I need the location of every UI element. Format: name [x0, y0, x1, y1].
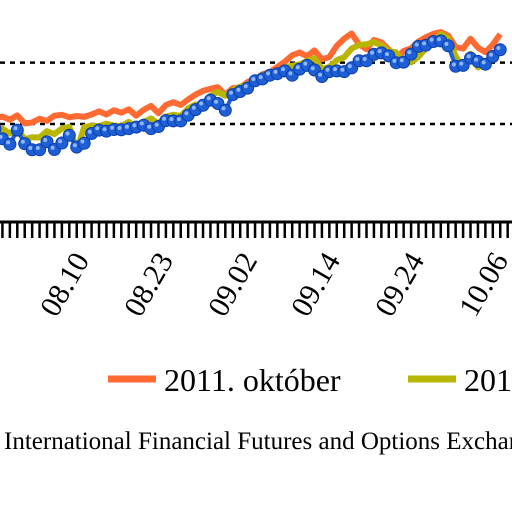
data-point: [493, 43, 507, 57]
data-point-highlight: [288, 71, 293, 76]
data-point-highlight: [35, 146, 40, 150]
data-point-highlight: [236, 87, 241, 92]
data-point-highlight: [466, 54, 471, 59]
data-point-highlight: [451, 62, 456, 67]
data-point-highlight: [221, 106, 226, 111]
data-point-highlight: [444, 42, 449, 46]
data-point-highlight: [355, 57, 360, 61]
data-point-highlight: [95, 126, 100, 131]
data-point-highlight: [229, 90, 233, 95]
data-point-highlight: [132, 123, 137, 128]
data-point-highlight: [399, 58, 404, 63]
data-point-highlight: [139, 121, 144, 126]
x-tick-label: 08.10: [34, 247, 96, 322]
x-tick-label: 09.02: [202, 247, 264, 322]
plot-area: [0, 29, 512, 157]
data-point-highlight: [496, 46, 501, 50]
data-point: [3, 137, 17, 151]
data-point-highlight: [28, 146, 33, 150]
data-point-highlight: [65, 131, 70, 136]
data-point-highlight: [281, 67, 285, 72]
data-point-highlight: [303, 61, 308, 66]
x-axis: [0, 220, 512, 238]
data-point-highlight: [72, 143, 77, 148]
legend: 2011. október 2011. november: [108, 362, 512, 398]
data-point: [218, 103, 232, 117]
data-point-highlight: [199, 101, 204, 106]
data-point-highlight: [110, 125, 115, 130]
data-point-highlight: [333, 67, 337, 72]
data-point-highlight: [0, 134, 3, 139]
x-tick-label: 09.14: [285, 247, 347, 322]
data-point-highlight: [214, 99, 219, 104]
data-point-highlight: [481, 60, 486, 65]
data-point: [0, 124, 2, 133]
data-point-highlight: [325, 67, 330, 72]
data-point-highlight: [340, 67, 345, 72]
data-point-highlight: [43, 138, 48, 142]
x-tick-labels: 08.10 08.23 09.02 09.14 09.24 10.06: [34, 247, 512, 322]
x-tick-label: 09.24: [369, 247, 431, 322]
data-point-highlight: [459, 61, 464, 66]
data-point-highlight: [310, 66, 315, 71]
data-point-highlight: [429, 37, 434, 42]
data-point-highlight: [206, 96, 211, 101]
data-point-highlight: [362, 57, 367, 61]
data-point-highlight: [169, 117, 174, 122]
data-point-highlight: [266, 71, 271, 76]
data-point-highlight: [102, 127, 107, 132]
data-point-highlight: [58, 139, 63, 144]
data-point-highlight: [251, 77, 256, 81]
data-point-highlight: [154, 122, 159, 127]
data-point-highlight: [377, 49, 382, 54]
data-point-highlight: [87, 129, 92, 134]
data-point-highlight: [191, 105, 196, 110]
x-tick-label: 08.23: [118, 247, 180, 322]
data-point: [10, 123, 24, 137]
data-point-highlight: [20, 139, 25, 144]
data-point-highlight: [117, 126, 122, 130]
data-point-highlight: [437, 37, 441, 42]
data-point-highlight: [385, 52, 389, 57]
x-tick-label: 10.06: [453, 247, 512, 322]
data-point: [441, 39, 455, 53]
data-point-highlight: [318, 72, 323, 77]
data-point-highlight: [176, 117, 181, 122]
data-point-highlight: [6, 140, 11, 145]
source-note: International Financial Futures and Opti…: [4, 428, 512, 455]
legend-label-november: 2011. november: [464, 362, 512, 398]
data-point-highlight: [370, 50, 375, 55]
data-point-highlight: [407, 50, 412, 55]
data-point-highlight: [184, 111, 189, 116]
data-point-highlight: [489, 52, 493, 57]
legend-label-oktober: 2011. október: [164, 362, 341, 398]
data-point-highlight: [162, 116, 167, 121]
data-point-highlight: [347, 64, 352, 69]
data-point-highlight: [124, 124, 129, 129]
data-point: [62, 128, 76, 142]
data-point-highlight: [295, 65, 300, 70]
data-point-highlight: [392, 58, 397, 63]
data-point-highlight: [258, 75, 263, 80]
data-point-highlight: [13, 126, 18, 131]
data-point-highlight: [147, 124, 152, 129]
data-point-highlight: [80, 139, 85, 144]
data-point-highlight: [474, 57, 479, 62]
data-point-highlight: [273, 69, 278, 74]
data-point-highlight: [243, 84, 248, 89]
data-point-highlight: [414, 42, 419, 47]
data-point-highlight: [422, 41, 427, 46]
data-point-highlight: [50, 145, 55, 150]
